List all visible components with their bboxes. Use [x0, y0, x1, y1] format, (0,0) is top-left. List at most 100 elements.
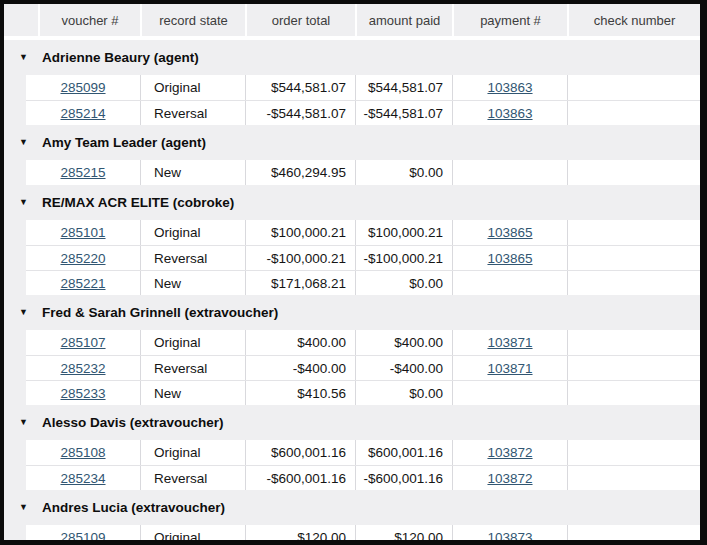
voucher-link[interactable]: 285108 [60, 445, 105, 460]
voucher-group: ▼ RE/MAX ACR ELITE (cobroke) 285101 Orig… [4, 185, 700, 295]
voucher-cell: 285234 [26, 466, 140, 490]
header-gutter [4, 4, 38, 36]
row-cells: 285099 Original $544,581.07 $544,581.07 … [26, 75, 700, 100]
table-row: 285099 Original $544,581.07 $544,581.07 … [4, 75, 700, 100]
payment-link[interactable]: 103872 [487, 445, 532, 460]
voucher-link[interactable]: 285234 [60, 471, 105, 486]
collapse-arrow-icon[interactable]: ▼ [19, 138, 31, 147]
payment-link[interactable]: 103872 [487, 471, 532, 486]
group-header-row[interactable]: ▼ Andres Lucia (extravoucher) [4, 490, 700, 525]
check-number-cell [567, 160, 700, 185]
amount-paid-cell: $400.00 [355, 330, 452, 355]
collapse-arrow-icon[interactable]: ▼ [19, 308, 31, 317]
check-number-cell [567, 356, 700, 380]
header-record-state[interactable]: record state [140, 4, 245, 36]
record-state-cell: Original [140, 440, 245, 465]
row-gutter [4, 100, 26, 125]
amount-paid-cell: $0.00 [355, 271, 452, 295]
amount-paid-cell: -$544,581.07 [355, 101, 452, 125]
group-header-row[interactable]: ▼ Adrienne Beaury (agent) [4, 40, 700, 75]
header-order-total[interactable]: order total [245, 4, 355, 36]
voucher-link[interactable]: 285233 [60, 386, 105, 401]
header-check-number[interactable]: check number [567, 4, 700, 36]
row-cells: 285101 Original $100,000.21 $100,000.21 … [26, 220, 700, 245]
record-state-cell: Original [140, 525, 245, 545]
order-total-cell: $460,294.95 [245, 160, 355, 185]
payment-link[interactable]: 103873 [487, 530, 532, 545]
row-gutter [4, 160, 26, 185]
voucher-link[interactable]: 285221 [60, 276, 105, 291]
collapse-arrow-icon[interactable]: ▼ [19, 503, 31, 512]
voucher-link[interactable]: 285220 [60, 251, 105, 266]
voucher-link[interactable]: 285109 [60, 530, 105, 545]
payment-cell [452, 271, 567, 295]
order-total-cell: $544,581.07 [245, 75, 355, 100]
collapse-arrow-icon[interactable]: ▼ [19, 53, 31, 62]
vouchers-grid-window: voucher # record state order total amoun… [0, 0, 707, 545]
group-label: RE/MAX ACR ELITE (cobroke) [42, 195, 234, 210]
voucher-link[interactable]: 285232 [60, 361, 105, 376]
order-total-cell: -$544,581.07 [245, 101, 355, 125]
header-payment-number[interactable]: payment # [452, 4, 567, 36]
table-row: 285232 Reversal -$400.00 -$400.00 103871 [4, 355, 700, 380]
table-row: 285220 Reversal -$100,000.21 -$100,000.2… [4, 245, 700, 270]
group-label: Alesso Davis (extravoucher) [42, 415, 224, 430]
row-gutter [4, 380, 26, 405]
table-row: 285214 Reversal -$544,581.07 -$544,581.0… [4, 100, 700, 125]
voucher-group: ▼ Fred & Sarah Grinnell (extravoucher) 2… [4, 295, 700, 405]
order-total-cell: -$400.00 [245, 356, 355, 380]
record-state-cell: Original [140, 75, 245, 100]
order-total-cell: $171,068.21 [245, 271, 355, 295]
record-state-cell: Original [140, 220, 245, 245]
row-gutter [4, 355, 26, 380]
group-header-row[interactable]: ▼ Amy Team Leader (agent) [4, 125, 700, 160]
row-cells: 285221 New $171,068.21 $0.00 [26, 270, 700, 295]
amount-paid-cell: $0.00 [355, 381, 452, 405]
payment-link[interactable]: 103863 [487, 80, 532, 95]
check-number-cell [567, 246, 700, 270]
row-gutter [4, 245, 26, 270]
amount-paid-cell: $120.00 [355, 525, 452, 545]
header-voucher-number[interactable]: voucher # [38, 4, 140, 36]
group-header-row[interactable]: ▼ Fred & Sarah Grinnell (extravoucher) [4, 295, 700, 330]
payment-link[interactable]: 103865 [487, 225, 532, 240]
row-cells: 285215 New $460,294.95 $0.00 [26, 160, 700, 185]
row-gutter [4, 330, 26, 355]
voucher-group: ▼ Andres Lucia (extravoucher) 285109 Ori… [4, 490, 700, 545]
group-header-row[interactable]: ▼ Alesso Davis (extravoucher) [4, 405, 700, 440]
check-number-cell [567, 330, 700, 355]
voucher-link[interactable]: 285101 [60, 225, 105, 240]
table-row: 285234 Reversal -$600,001.16 -$600,001.1… [4, 465, 700, 490]
payment-link[interactable]: 103871 [487, 361, 532, 376]
amount-paid-cell: $544,581.07 [355, 75, 452, 100]
record-state-cell: New [140, 271, 245, 295]
voucher-link[interactable]: 285215 [60, 165, 105, 180]
amount-paid-cell: $0.00 [355, 160, 452, 185]
voucher-link[interactable]: 285107 [60, 335, 105, 350]
record-state-cell: New [140, 160, 245, 185]
table-row: 285233 New $410.56 $0.00 [4, 380, 700, 405]
table-row: 285108 Original $600,001.16 $600,001.16 … [4, 440, 700, 465]
group-header-row[interactable]: ▼ RE/MAX ACR ELITE (cobroke) [4, 185, 700, 220]
row-gutter [4, 465, 26, 490]
table-row: 285107 Original $400.00 $400.00 103871 [4, 330, 700, 355]
payment-cell: 103863 [452, 101, 567, 125]
voucher-link[interactable]: 285214 [60, 106, 105, 121]
record-state-cell: Reversal [140, 101, 245, 125]
collapse-arrow-icon[interactable]: ▼ [19, 418, 31, 427]
header-amount-paid[interactable]: amount paid [355, 4, 452, 36]
payment-link[interactable]: 103865 [487, 251, 532, 266]
record-state-cell: Reversal [140, 466, 245, 490]
payment-link[interactable]: 103863 [487, 106, 532, 121]
order-total-cell: $410.56 [245, 381, 355, 405]
voucher-link[interactable]: 285099 [60, 80, 105, 95]
collapse-arrow-icon[interactable]: ▼ [19, 198, 31, 207]
row-gutter [4, 440, 26, 465]
payment-cell: 103872 [452, 466, 567, 490]
payment-cell: 103873 [452, 525, 567, 545]
payment-link[interactable]: 103871 [487, 335, 532, 350]
payment-cell: 103865 [452, 220, 567, 245]
group-label: Adrienne Beaury (agent) [42, 50, 199, 65]
amount-paid-cell: -$100,000.21 [355, 246, 452, 270]
table-row: 285109 Original $120.00 $120.00 103873 [4, 525, 700, 545]
